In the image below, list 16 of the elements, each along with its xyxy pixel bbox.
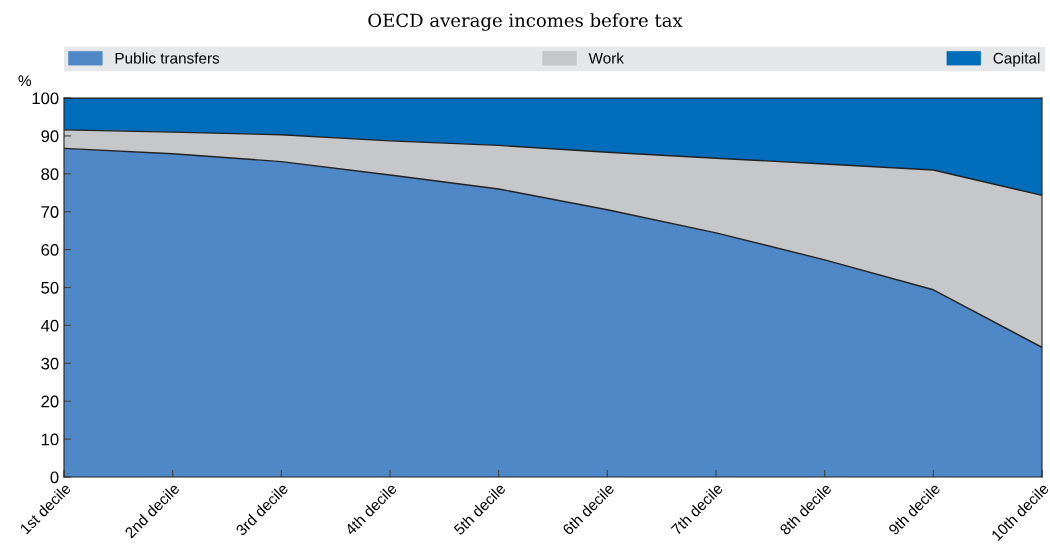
y-tick-label: 20	[41, 395, 59, 408]
y-tick-label: 100	[32, 92, 59, 105]
y-axis-title: %	[18, 75, 32, 87]
legend-label: Public transfers	[115, 52, 220, 64]
chart-subtitle: OECD average incomes before tax	[368, 13, 683, 31]
legend-label: Capital	[993, 52, 1040, 67]
y-tick-label: 30	[41, 357, 59, 370]
y-tick-label: 90	[41, 130, 59, 143]
y-tick-label: 70	[41, 206, 59, 218]
y-tick-label: 80	[41, 168, 59, 180]
y-tick-label: 40	[40, 319, 59, 332]
y-tick-label: 50	[41, 281, 59, 294]
legend-label: Work	[588, 52, 624, 64]
y-tick-label: 60	[41, 244, 59, 256]
y-tick-label: 0	[50, 471, 59, 484]
y-tick-label: 10	[41, 433, 59, 446]
